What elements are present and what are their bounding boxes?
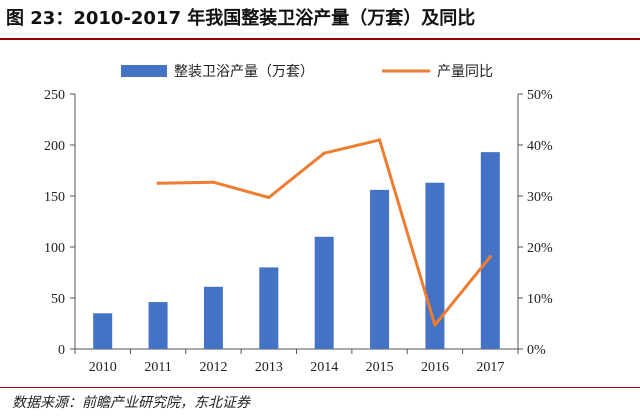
legend-swatch-bar [121,65,167,77]
source-note: 数据来源：前瞻产业研究院，东北证券 [12,395,250,411]
bar [203,286,223,349]
bar [370,189,390,349]
y-right-tick-label: 40% [527,139,553,154]
bar [259,267,279,349]
y-right-tick-label: 20% [527,241,553,256]
legend: 整装卫浴产量（万套） 产量同比 [121,64,493,80]
growth-point [156,181,160,185]
y-right-tick-label: 50% [527,88,553,103]
growth-point [267,195,271,200]
x-tick-label: 2010 [89,360,117,375]
x-tick-label: 2011 [144,360,171,375]
bar [480,152,500,349]
chart: 整装卫浴产量（万套） 产量同比 0 50 100 150 200 250 0% 10% 20% 3… [44,64,553,375]
x-tick-label: 2016 [421,360,449,375]
x-tick-label: 2012 [199,360,227,375]
growth-point [488,255,492,259]
y-left-tick-label: 200 [44,139,65,154]
plot-area: 0 50 100 150 200 250 0% 10% 20% 30% 40% 50% 2010 2011… [44,88,553,375]
y-left-tick-label: 0 [58,343,65,358]
x-tick-label: 2017 [476,360,504,375]
growth-point [322,151,326,155]
y-right-tick-label: 0% [527,343,546,358]
legend-label-line: 产量同比 [437,64,493,80]
x-tick-label: 2015 [366,360,394,375]
growth-point [211,180,216,184]
y-left-tick-label: 50 [51,292,65,307]
bar [148,302,168,349]
source-divider [0,387,640,388]
y-left-tick-label: 250 [44,88,65,103]
bar [93,313,113,349]
growth-point [377,138,382,142]
legend-label-bar: 整装卫浴产量（万套） [174,64,314,80]
growth-point [433,323,437,327]
x-tick-label: 2013 [255,360,283,375]
y-right-tick-label: 10% [527,292,553,307]
title-divider [0,38,640,40]
figure-title: 图 23：2010-2017 年我国整装卫浴产量（万套）及同比 [6,8,476,29]
y-left-tick-label: 100 [44,241,65,256]
y-left-tick-label: 150 [44,190,65,205]
y-right-tick-label: 30% [527,190,553,205]
x-tick-label: 2014 [310,360,338,375]
bar [314,236,334,349]
